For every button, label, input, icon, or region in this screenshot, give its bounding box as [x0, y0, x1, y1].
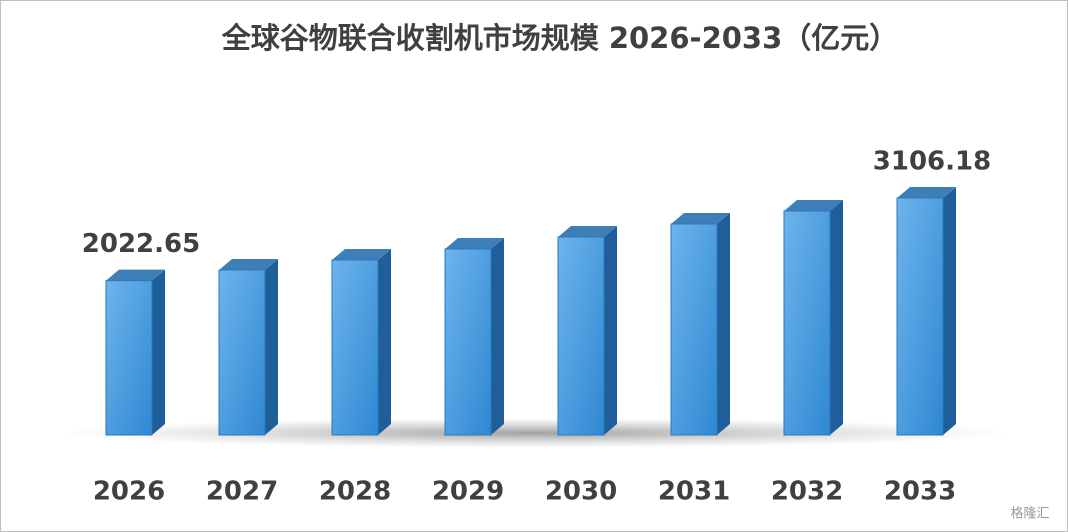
chart-title: 全球谷物联合收割机市场规模 2026-2033（亿元）	[221, 21, 899, 55]
bar-top	[332, 248, 391, 260]
bar-top	[106, 269, 165, 281]
bar-top	[671, 212, 730, 224]
x-tick-label: 2031	[658, 477, 730, 507]
bar-side	[943, 187, 956, 435]
floor-shadow	[60, 418, 1010, 448]
bar-side	[265, 258, 278, 435]
bar-top	[784, 199, 843, 211]
bar-top	[558, 226, 617, 238]
bar-side	[378, 248, 391, 435]
bar	[557, 236, 605, 436]
x-tick-label: 2028	[319, 477, 391, 507]
bar-side	[152, 269, 165, 435]
bar-top	[897, 187, 956, 198]
bar-side	[604, 226, 617, 435]
data-label: 3106.18	[873, 147, 991, 177]
x-tick-label: 2026	[93, 477, 165, 507]
bar	[670, 223, 718, 436]
bar-side	[717, 212, 730, 435]
bar	[331, 259, 379, 436]
x-tick-label: 2033	[884, 477, 956, 507]
bar	[896, 197, 944, 436]
bar-top	[445, 237, 504, 249]
x-tick-label: 2027	[206, 477, 278, 507]
bar-top	[219, 258, 278, 270]
bar	[783, 210, 831, 436]
bar-side	[830, 199, 843, 435]
x-tick-label: 2032	[771, 477, 843, 507]
bar	[105, 280, 153, 436]
data-label: 2022.65	[82, 229, 200, 259]
watermark: 格隆汇	[1010, 506, 1049, 522]
bar-side	[491, 237, 504, 435]
x-tick-label: 2030	[545, 477, 617, 507]
bar	[444, 248, 492, 436]
bar	[218, 269, 266, 436]
x-tick-label: 2029	[432, 477, 504, 507]
